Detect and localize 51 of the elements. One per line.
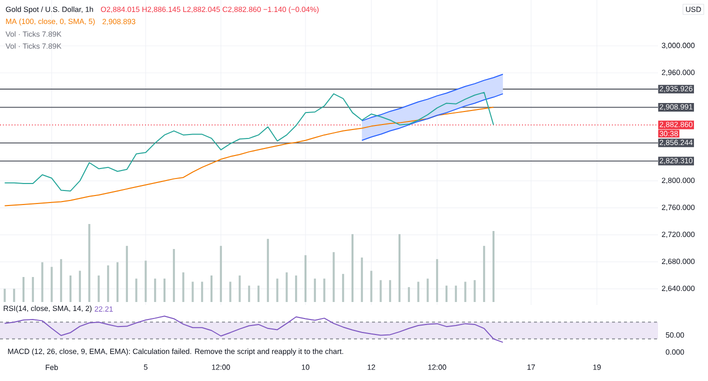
bar [276, 278, 278, 302]
bar [258, 286, 260, 302]
bar [389, 280, 392, 302]
bar [352, 234, 354, 302]
line-series [4, 92, 494, 192]
bar [220, 246, 222, 302]
line-series [361, 93, 504, 141]
bar [380, 280, 382, 302]
bar [164, 278, 166, 302]
bar [229, 282, 232, 302]
bar [78, 270, 81, 302]
bar [126, 246, 128, 302]
bar [295, 275, 298, 302]
bar [314, 278, 316, 302]
bar [248, 286, 250, 302]
bar [13, 288, 16, 302]
bar [323, 278, 326, 302]
bar [98, 275, 100, 302]
bar [492, 231, 494, 302]
bar [426, 278, 429, 302]
bar [135, 278, 138, 302]
bar [436, 259, 438, 302]
bar [154, 278, 156, 302]
bar [182, 272, 184, 302]
bar [210, 275, 213, 302]
bar [304, 255, 307, 302]
bar [370, 270, 372, 302]
bar [70, 275, 72, 302]
line-series [361, 74, 504, 122]
bar [60, 259, 62, 302]
bar [342, 274, 344, 302]
bar [454, 286, 457, 302]
bar [50, 266, 53, 302]
bar [41, 262, 44, 302]
bar [22, 277, 25, 302]
bar [417, 282, 420, 302]
bar [408, 287, 410, 302]
bar [238, 275, 241, 302]
bar [483, 246, 486, 302]
bar [116, 262, 119, 302]
bar [286, 272, 288, 302]
bar [360, 258, 363, 302]
bar [88, 224, 90, 302]
bar [32, 277, 34, 302]
bar [474, 280, 476, 302]
bar [446, 286, 448, 302]
bar [192, 282, 194, 302]
bar [144, 260, 147, 302]
bar [107, 265, 110, 302]
bar [172, 248, 175, 302]
bar [4, 288, 6, 302]
